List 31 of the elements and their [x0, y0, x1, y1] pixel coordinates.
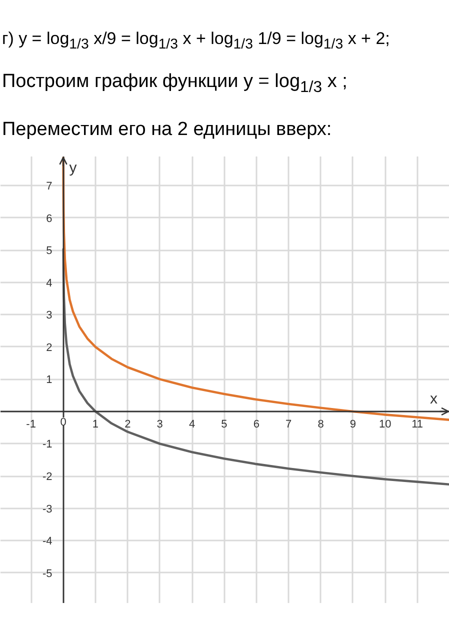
- x-tick-label: 0: [60, 416, 66, 428]
- x-tick-label: 8: [318, 418, 324, 430]
- y-tick-label: 6: [46, 212, 52, 225]
- x-tick-label: 1: [92, 418, 99, 430]
- line-series: [62, 248, 449, 486]
- chart-title: г) y = log$_{1/3}$ x/9 = log$_{1/3}$ x + log$_{1/3}$ 1/9 = log$_{1/3}$ x + 2;: [2, 29, 390, 52]
- y-tick-label: 3: [46, 310, 52, 322]
- x-tick-label: 11: [412, 418, 424, 430]
- x-tick-label: 7: [286, 418, 292, 430]
- y-tick-label: -4: [42, 536, 52, 548]
- y-tick-label: 7: [46, 180, 52, 193]
- y-tick-label: -5: [42, 568, 52, 580]
- x-tick-label: 6: [253, 418, 260, 430]
- x-tick-label: 4: [188, 418, 196, 430]
- y-tick-label: 5: [46, 245, 52, 258]
- y-axis-title: y: [69, 160, 78, 176]
- x-tick-label: 9: [350, 418, 356, 430]
- y-tick-label: 2: [46, 342, 52, 354]
- x-tick-label: 2: [124, 418, 131, 430]
- x-tick-label: 5: [221, 418, 228, 430]
- chart-subtitle: Построим график функции y = log$_{1/3}$ x ;: [2, 71, 348, 96]
- x-tick-label: 3: [156, 418, 163, 430]
- y-tick-label: -3: [42, 503, 52, 516]
- y-tick-label: -2: [42, 471, 52, 484]
- x-axis-title: x: [430, 390, 438, 408]
- y-tick-label: 4: [46, 277, 52, 290]
- text: Переместим его на 2 единицы вверх:: [2, 119, 332, 141]
- x-tick-label: -1: [26, 418, 36, 430]
- y-tick-label: -1: [42, 438, 52, 451]
- x-tick-label: 10: [379, 418, 392, 430]
- y-tick-label: 1: [46, 374, 52, 386]
